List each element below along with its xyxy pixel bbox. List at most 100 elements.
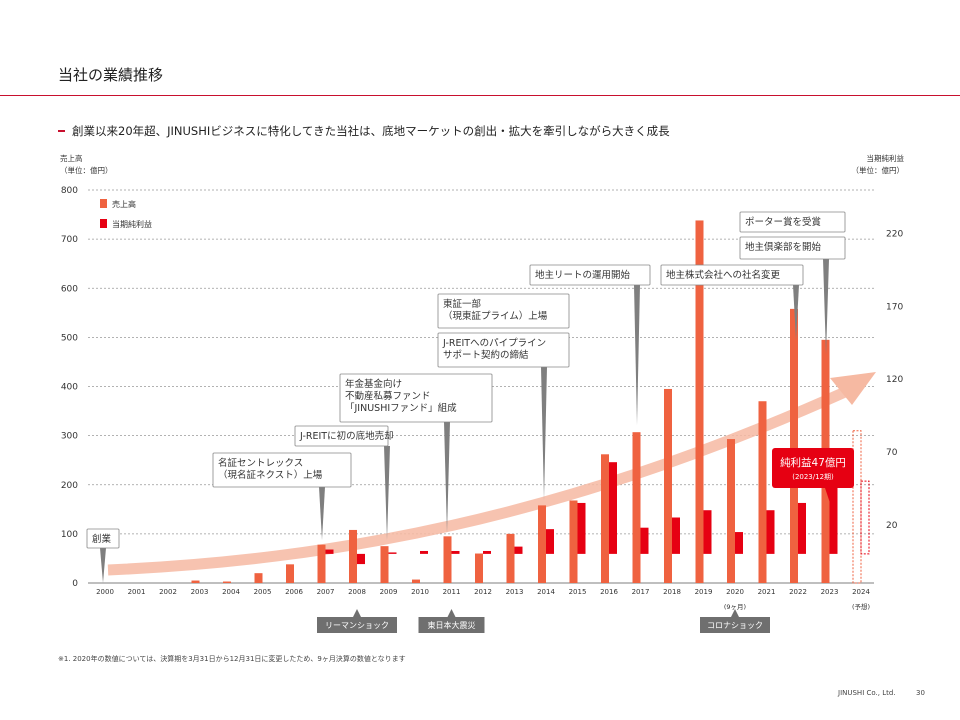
callout-box — [660, 264, 804, 286]
event-label: コロナショック — [707, 621, 763, 630]
net-income-bar — [388, 552, 397, 554]
page-title: 当社の業績推移 — [58, 66, 164, 84]
callout-pointer — [541, 367, 547, 500]
net-income-bar — [325, 549, 334, 554]
y-tick-label: 200 — [61, 481, 78, 491]
highlight-sub: (2023/12期) — [792, 473, 834, 481]
y-tick-label: 300 — [61, 432, 78, 442]
callout-text: 東証一部 — [443, 298, 481, 310]
footnote: ※1. 2020年の数値については、決算期を3月31日から12月31日に変更した… — [58, 655, 406, 663]
net-income-bar — [735, 532, 743, 554]
highlight-pointer — [825, 488, 835, 503]
net-income-bar — [829, 485, 838, 554]
y2-axis-label: （単位：億円） — [852, 165, 905, 175]
y-tick-label: 600 — [61, 284, 78, 294]
legend-label: 売上高 — [112, 199, 136, 209]
y2-tick-label: 70 — [886, 448, 898, 458]
x-tick-label: 2016 — [600, 588, 618, 596]
x-tick-label: 2010 — [411, 588, 429, 596]
net-income-bar — [514, 546, 523, 554]
y-tick-label: 0 — [72, 579, 78, 589]
y2-axis-label: 当期純利益 — [867, 153, 905, 163]
y-tick-label: 700 — [61, 235, 78, 245]
highlight-title: 純利益47億円 — [780, 456, 846, 469]
growth-arrow-head — [830, 372, 876, 405]
sales-bar — [286, 564, 294, 583]
callout-text: J-REITへのパイプライン — [442, 338, 546, 349]
x-tick-label: 2002 — [159, 588, 177, 596]
callout-pointer — [384, 446, 390, 540]
callout-text: 年金基金向け — [345, 378, 402, 390]
x-tick-label: 2012 — [474, 588, 492, 596]
sales-bar — [601, 454, 609, 583]
y2-tick-label: 120 — [886, 375, 903, 385]
x-tick-label: 2022 — [789, 588, 807, 596]
net-income-bar — [860, 480, 870, 555]
callout-box — [86, 528, 120, 549]
event-label-box — [317, 617, 397, 633]
callout-pointer — [793, 285, 799, 340]
sales-bar — [727, 439, 735, 583]
growth-arrow — [107, 386, 848, 576]
y-tick-label: 400 — [61, 383, 78, 393]
x-tick-label: 2020 — [726, 588, 744, 596]
x-tick-label: 2005 — [254, 588, 272, 596]
y-axis-label: （単位：億円） — [60, 165, 113, 175]
sales-bar — [349, 529, 357, 583]
x-tick-label: 2023 — [821, 588, 839, 596]
y-axis-label: 売上高 — [60, 153, 83, 163]
sales-bar — [254, 573, 263, 583]
event-label-box — [700, 617, 770, 633]
event-label: 東日本大震災 — [428, 620, 476, 630]
net-income-bar — [483, 550, 491, 554]
callout-text: 創業 — [92, 533, 112, 545]
net-income-bar — [420, 550, 428, 554]
net-income-bar — [577, 502, 586, 554]
legend-swatch — [100, 199, 107, 208]
net-income-bar — [798, 502, 806, 554]
x-tick-label: 2018 — [663, 588, 681, 596]
x-tick-label: 2017 — [632, 588, 650, 596]
callout-pointer — [634, 285, 640, 425]
legend-swatch — [100, 219, 107, 228]
callout-text: 地主株式会社への社名変更 — [666, 269, 781, 281]
sales-bar — [695, 220, 704, 583]
page-number: 30 — [916, 689, 925, 697]
x-tick-label: 2011 — [443, 588, 461, 596]
callout-box — [739, 236, 846, 260]
x-tick-label: 2007 — [317, 588, 335, 596]
net-income-bar — [451, 550, 460, 554]
company-name: JINUSHI Co., Ltd. — [838, 689, 896, 697]
x-tick-label: 2006 — [285, 588, 303, 596]
event-label: リーマンショック — [325, 621, 389, 630]
x-tick-label: 2000 — [96, 588, 114, 596]
callout-pointer — [319, 487, 325, 540]
sales-bar — [223, 581, 231, 583]
x-tick-label: 2013 — [506, 588, 524, 596]
x-tick-label: 2015 — [569, 588, 587, 596]
y2-tick-label: 20 — [886, 521, 898, 531]
event-label-box — [418, 617, 485, 633]
callout-pointer — [823, 259, 829, 355]
callout-pointer — [100, 548, 106, 583]
callout-text: サポート契約の締結 — [443, 349, 529, 361]
callout-text: 不動産私募ファンド — [345, 390, 431, 402]
callout-box — [294, 425, 389, 447]
callout-box — [529, 264, 651, 286]
sales-bar — [538, 505, 546, 583]
callout-text: J-REITに初の底地売却 — [299, 430, 394, 442]
callout-box — [739, 211, 846, 233]
callout-text: 「JINUSHIファンド」組成 — [345, 402, 457, 414]
x-tick-label: 2009 — [380, 588, 398, 596]
subtitle-bullet-icon — [58, 130, 65, 132]
event-marker-icon — [447, 609, 456, 617]
x-tick-label: 2014 — [537, 588, 555, 596]
callout-box — [212, 452, 352, 488]
y-tick-label: 500 — [61, 333, 78, 343]
net-income-bar — [672, 517, 680, 554]
x-tick-note: (9ヶ月) — [724, 603, 746, 611]
sales-bar — [475, 553, 483, 583]
sales-bar — [443, 536, 452, 583]
sales-bar — [380, 546, 389, 583]
